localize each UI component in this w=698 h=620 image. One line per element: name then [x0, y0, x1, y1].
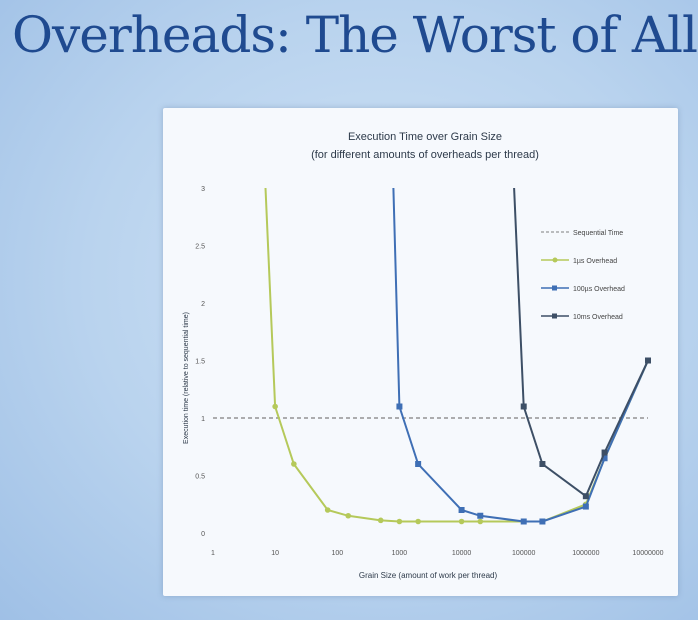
- y-tick-label: 2.5: [195, 244, 205, 251]
- data-point: [291, 461, 297, 467]
- x-tick-label: 1000000: [572, 550, 599, 557]
- data-point: [601, 449, 608, 456]
- y-tick-label: 0.5: [195, 474, 205, 481]
- x-tick-label: 10: [271, 550, 279, 557]
- chart-title: Execution Time over Grain Size: [348, 131, 502, 143]
- y-axis-label: Execution time (relative to sequential t…: [183, 312, 190, 444]
- legend-marker: [552, 313, 557, 319]
- y-tick-label: 1: [201, 416, 205, 423]
- data-point: [324, 507, 331, 513]
- x-tick-label: 1: [211, 550, 215, 557]
- legend-label: 100µs Overhead: [573, 286, 625, 293]
- data-point: [582, 493, 589, 500]
- y-tick-label: 0: [201, 531, 205, 538]
- data-point: [520, 403, 527, 410]
- chart-card: Execution Time over Grain Size (for diff…: [163, 108, 678, 596]
- series-line: [392, 187, 649, 523]
- x-tick-label: 100000: [512, 550, 535, 557]
- legend-label: Sequential Time: [573, 230, 623, 237]
- data-point: [645, 357, 651, 364]
- series-group: [264, 187, 651, 525]
- slide-title: Overheads: The Worst of All?: [12, 6, 698, 64]
- y-tick-label: 2: [201, 301, 205, 308]
- x-tick-label: 10000: [452, 550, 472, 557]
- data-point: [458, 518, 465, 525]
- x-tick-label: 100: [331, 550, 343, 557]
- data-point: [396, 403, 403, 410]
- x-tick-label: 10000000: [632, 550, 663, 557]
- data-point: [396, 518, 403, 525]
- legend-label: 10ms Overhead: [573, 314, 623, 321]
- data-point: [377, 517, 384, 524]
- data-point: [415, 461, 422, 467]
- x-axis-label: Grain Size (amount of work per thread): [359, 571, 498, 580]
- y-tick-label: 3: [201, 186, 205, 193]
- legend-marker: [552, 285, 557, 291]
- data-point: [520, 518, 527, 525]
- series-line: [513, 187, 649, 498]
- data-point: [601, 455, 608, 462]
- legend-marker: [552, 257, 558, 263]
- data-point: [539, 461, 546, 467]
- x-tick-label: 1000: [392, 550, 408, 557]
- y-tick-label: 1.5: [195, 359, 205, 366]
- data-point: [345, 512, 352, 519]
- data-point: [477, 518, 484, 525]
- line-chart: Execution Time over Grain Size (for diff…: [183, 131, 664, 580]
- data-point: [415, 518, 421, 525]
- data-point: [539, 518, 546, 525]
- series-group: [513, 187, 651, 500]
- data-point: [458, 507, 465, 513]
- data-point: [272, 403, 278, 410]
- data-point: [477, 512, 484, 519]
- series-line: [264, 187, 649, 523]
- chart-subtitle: (for different amounts of overheads per …: [311, 149, 539, 161]
- legend-label: 1µs Overhead: [573, 258, 617, 265]
- data-point: [582, 503, 589, 510]
